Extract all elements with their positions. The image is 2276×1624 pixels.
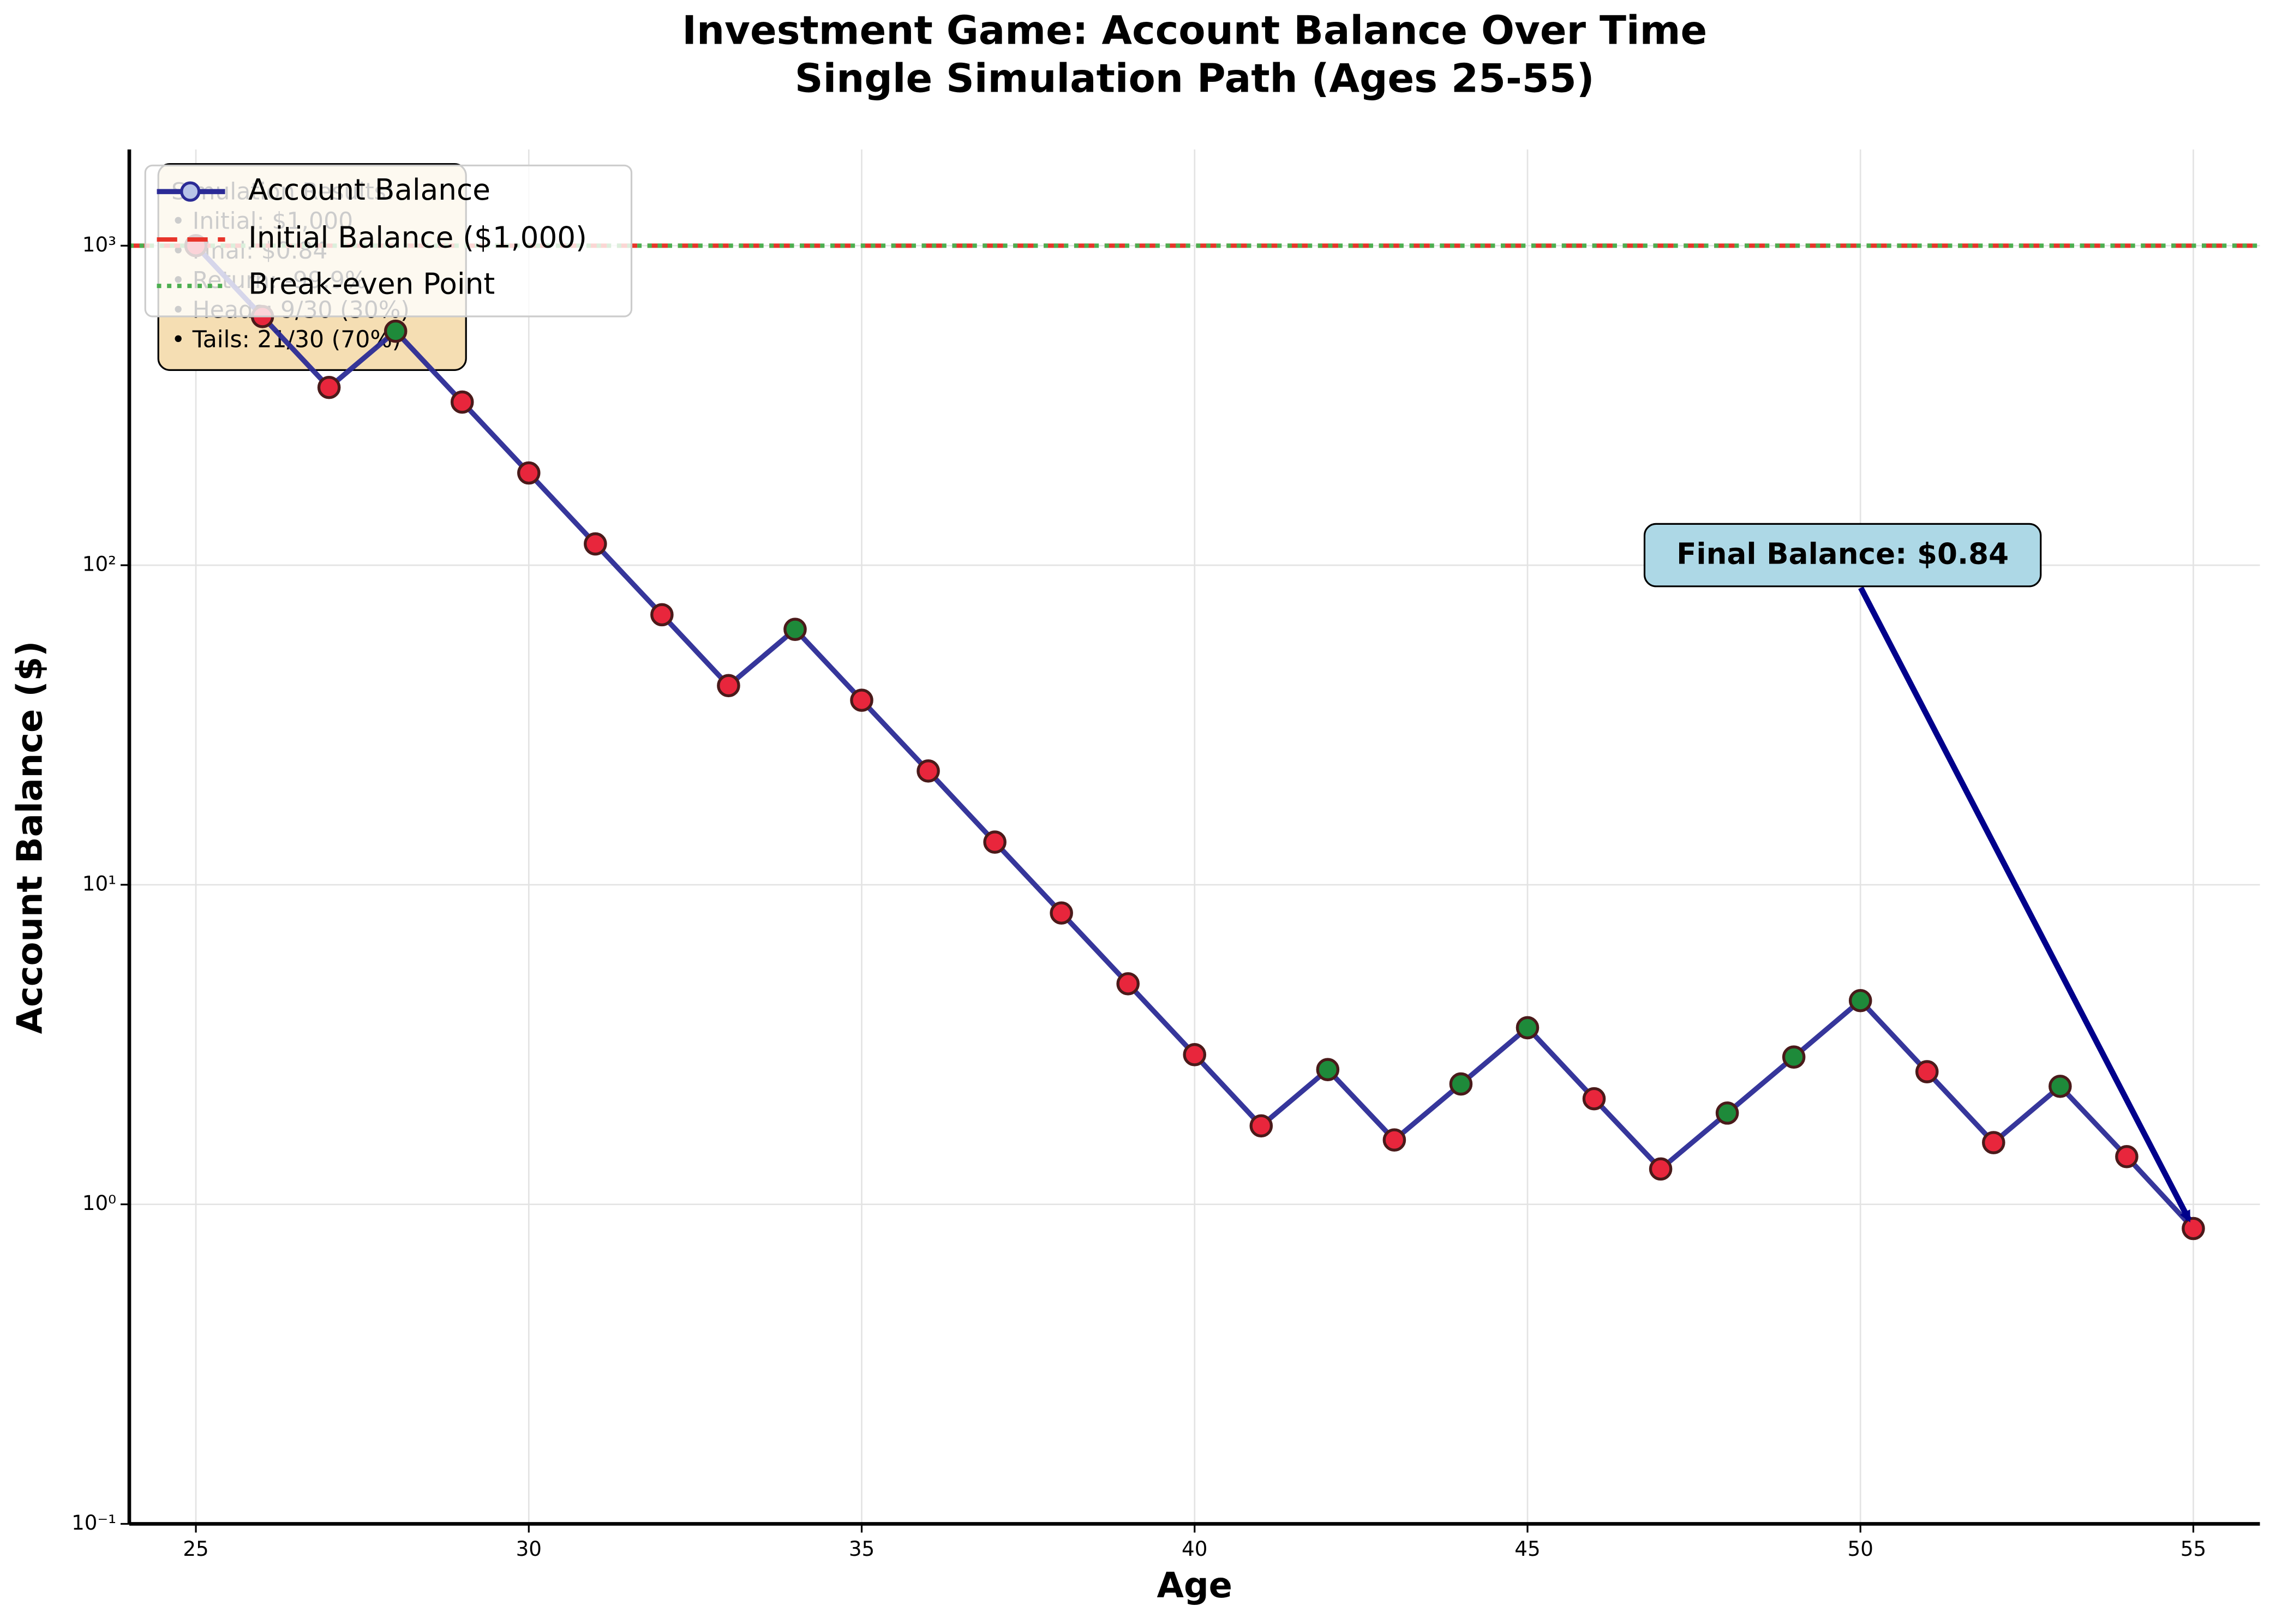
x-tick-label: 45 (1514, 1537, 1540, 1561)
chart-title: Investment Game: Account Balance Over Ti… (682, 8, 1707, 53)
data-point (917, 759, 940, 783)
annotation-arrow (1858, 586, 2192, 1223)
legend-label: Initial Balance ($1,000) (248, 221, 587, 255)
legend-label: Account Balance (248, 173, 490, 207)
x-tick-label: 40 (1182, 1537, 1207, 1561)
data-point (1715, 1101, 1739, 1125)
data-point (650, 603, 674, 627)
data-point (1649, 1157, 1673, 1181)
y-tick-label: 10⁻¹ (71, 1511, 116, 1535)
x-tick-label: 25 (183, 1537, 208, 1561)
annotation-text: Final Balance: $0.84 (1676, 537, 2009, 571)
data-point (1183, 1043, 1207, 1066)
data-point (1116, 972, 1140, 996)
data-point (1050, 901, 1073, 925)
y-axis-label: Account Balance ($) (10, 641, 50, 1034)
data-point (1848, 988, 1872, 1012)
data-point (717, 674, 740, 698)
x-tick-label: 50 (1848, 1537, 1873, 1561)
legend-box (144, 164, 633, 317)
data-point (850, 688, 873, 712)
y-tick-label: 10³ (82, 232, 116, 256)
data-point (1915, 1060, 1939, 1083)
data-point (1516, 1016, 1540, 1040)
y-tick-label: 10¹ (82, 871, 116, 895)
x-axis-label: Age (1157, 1566, 1232, 1606)
data-point (317, 375, 341, 399)
legend-swatch (180, 181, 201, 202)
data-point (1249, 1114, 1273, 1138)
data-point (584, 532, 607, 556)
chart-subtitle: Single Simulation Path (Ages 25-55) (795, 55, 1595, 101)
data-point (517, 461, 541, 485)
x-tick-label: 35 (849, 1537, 875, 1561)
data-point (1449, 1072, 1473, 1096)
x-tick-label: 55 (2181, 1537, 2206, 1561)
data-point (2182, 1216, 2205, 1241)
legend-label: Break-even Point (248, 267, 495, 301)
data-point (450, 390, 474, 414)
annotation-box (1643, 523, 2042, 588)
data-point (1982, 1131, 2005, 1154)
data-point (1382, 1128, 1406, 1152)
data-point (1582, 1087, 1606, 1111)
data-point (2049, 1075, 2072, 1098)
y-tick-label: 10² (82, 552, 116, 576)
data-point (983, 830, 1007, 854)
data-point (2115, 1144, 2139, 1168)
data-point (1782, 1045, 1806, 1069)
x-tick-label: 30 (516, 1537, 542, 1561)
data-point (783, 618, 807, 641)
data-point (384, 319, 408, 343)
data-point (1316, 1058, 1340, 1081)
y-tick-label: 10⁰ (82, 1191, 116, 1215)
